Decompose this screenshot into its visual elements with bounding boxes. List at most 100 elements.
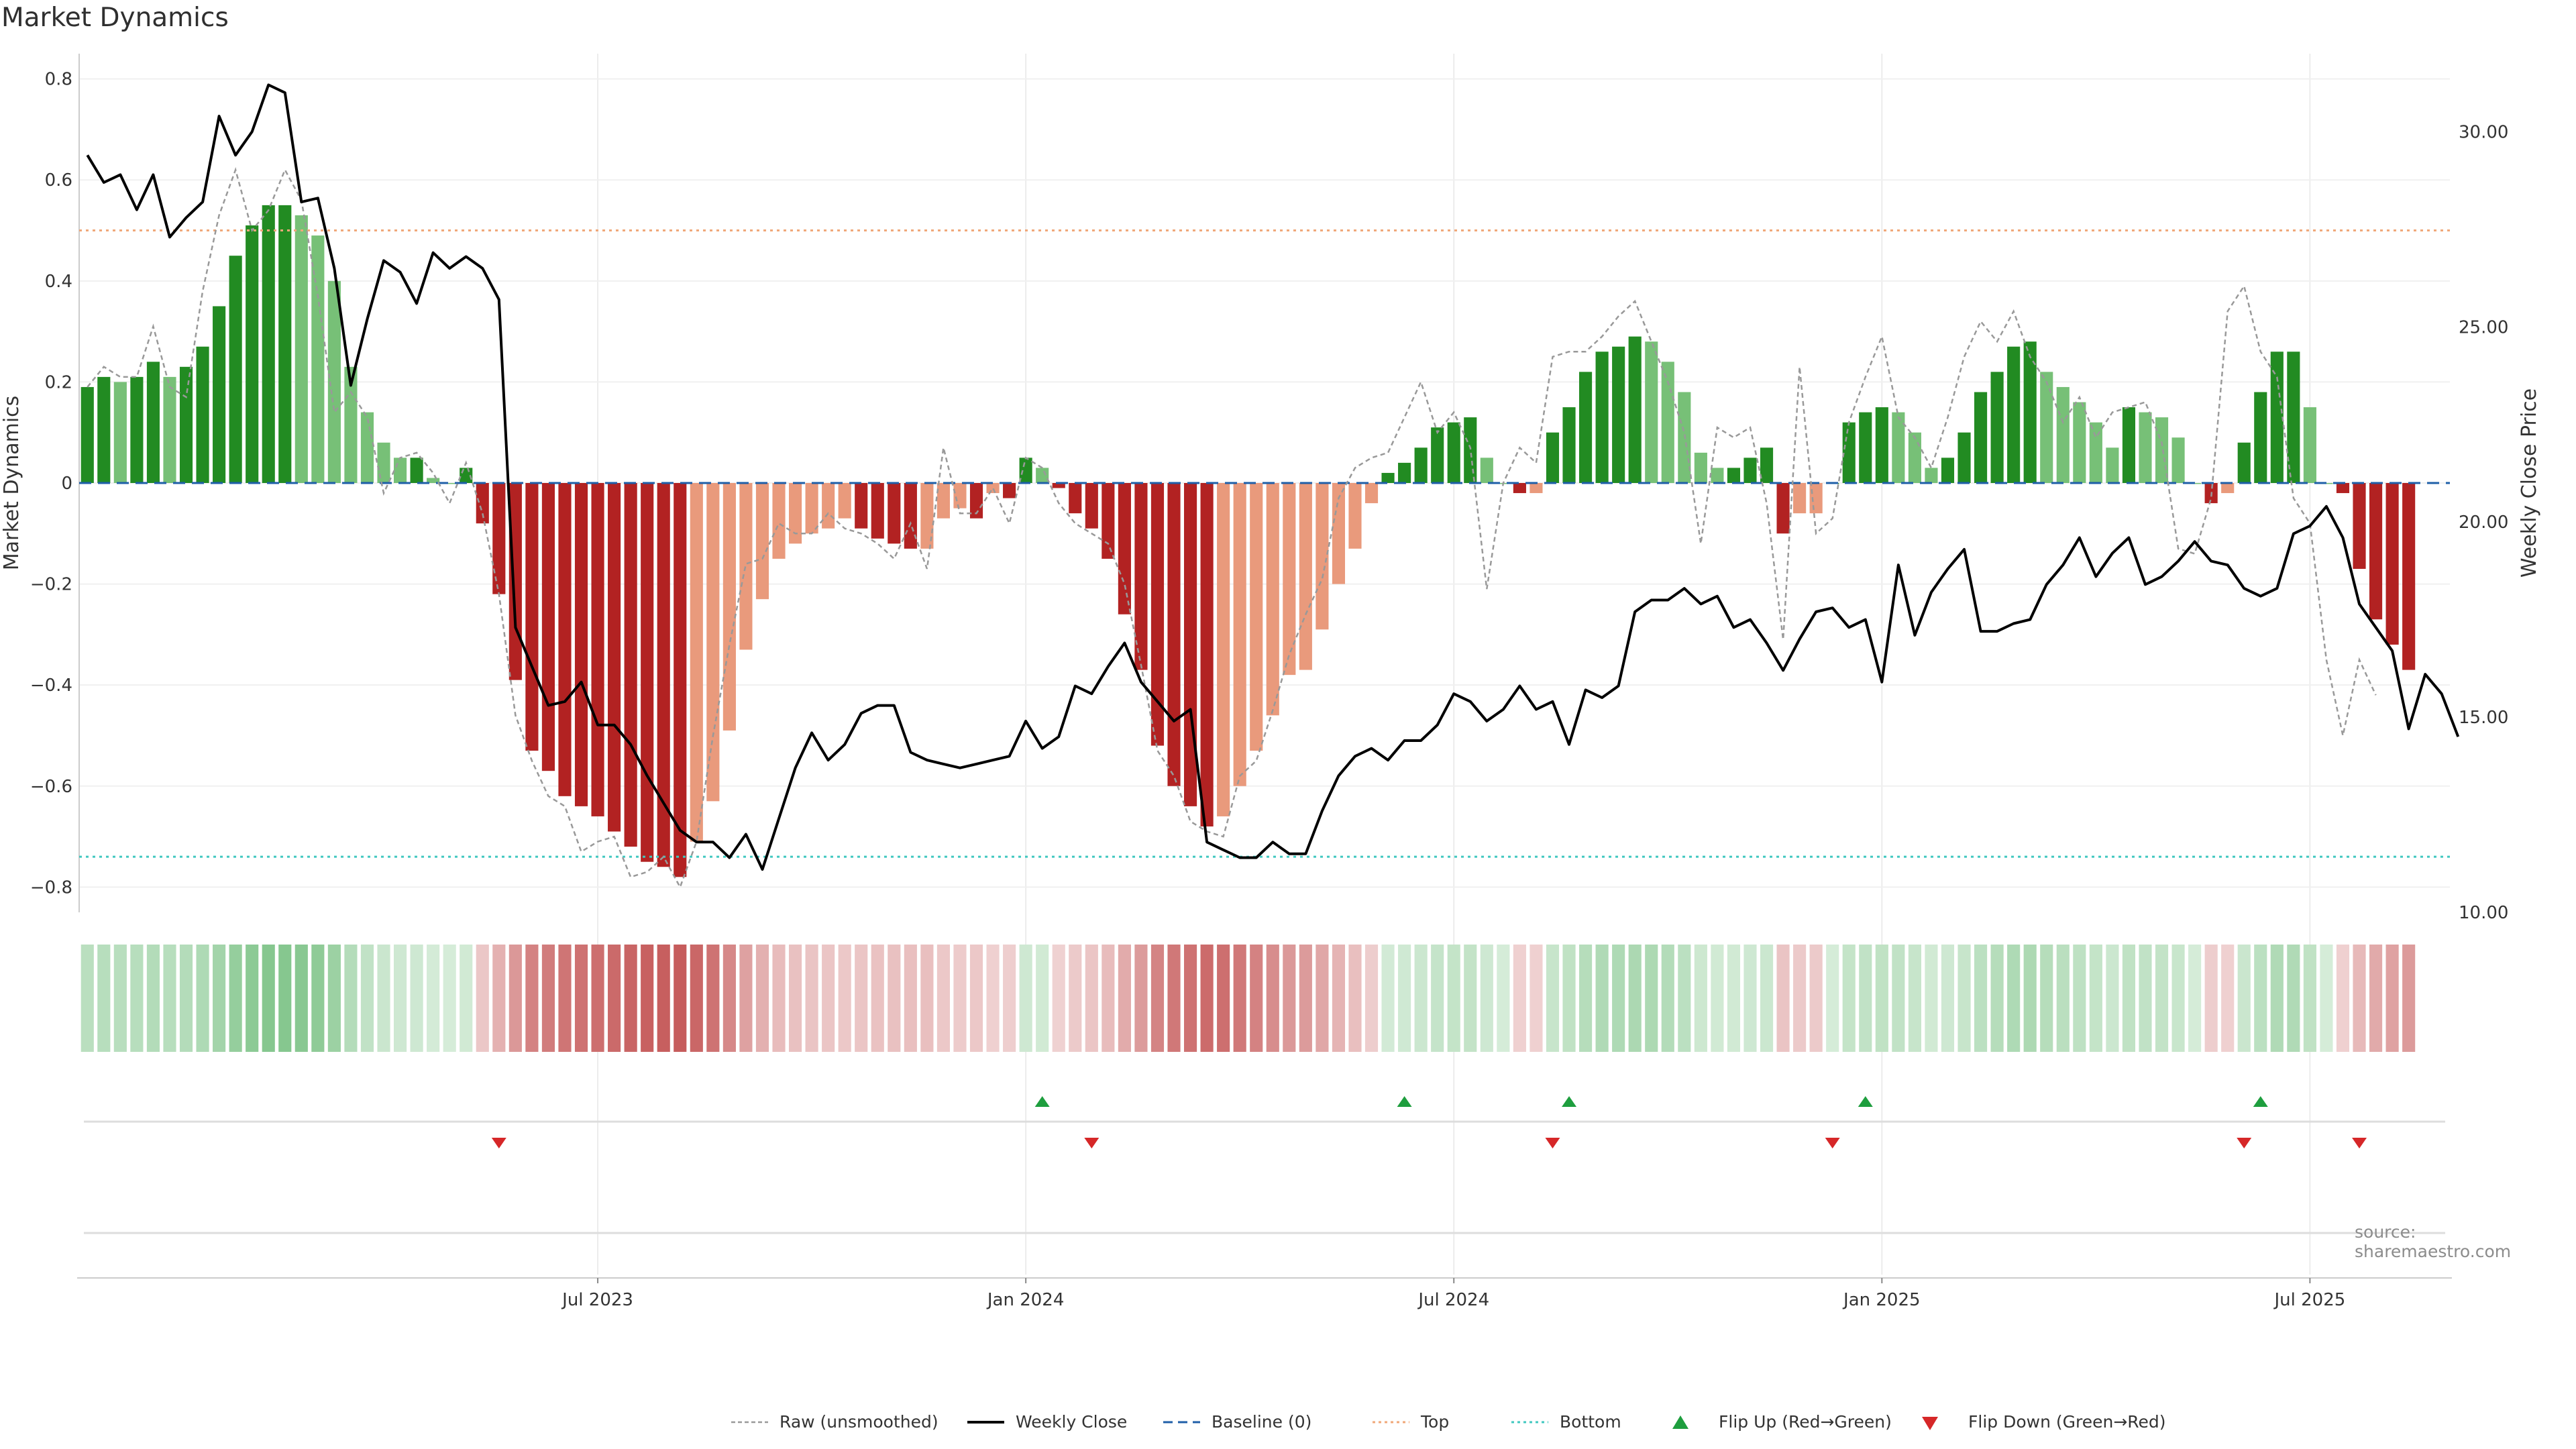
bar [377,442,390,483]
bar [410,458,423,483]
bar [492,483,506,594]
bar [213,306,226,483]
regime-strip-cell [1678,945,1691,1052]
flip-up-marker [2253,1096,2268,1107]
bar [1102,483,1115,559]
regime-strip-cell [2171,945,2185,1052]
regime-strip-cell [1134,945,1148,1052]
regime-strip-cell [2237,945,2251,1052]
bar [1200,483,1214,826]
bar [179,366,193,483]
bar [1776,483,1790,534]
legend-label: Raw (unsmoothed) [780,1412,938,1432]
x-tick-label: Jul 2025 [2273,1290,2345,1310]
bar [920,483,934,549]
regime-strip-cell [1546,945,1560,1052]
regime-strip-cell [1925,945,1938,1052]
bar [1299,483,1312,670]
bar [2221,483,2235,494]
regime-strip-cell [936,945,951,1052]
bar [1332,483,1346,584]
bar [246,225,259,483]
flip-down-marker [1545,1138,1560,1148]
regime-strip-cell [2204,945,2218,1052]
regime-strip-cell [1266,945,1279,1052]
regime-strip-cell [1299,945,1312,1052]
bar [591,483,604,816]
bar [1167,483,1181,786]
regime-strip-cell [1431,945,1444,1052]
regime-strip-cell [360,945,374,1052]
regime-strip-cell [1875,945,1888,1052]
regime-strip-cell [113,945,127,1052]
bar [1150,483,1165,746]
bar [657,483,670,867]
bar [2353,483,2366,569]
regime-strip-cell [443,945,456,1052]
bar [2106,447,2119,483]
bar [1348,483,1362,549]
regime-strip-cell [1859,945,1872,1052]
bar [1266,483,1279,716]
bar [1036,468,1049,483]
regime-strip-cell [1398,945,1411,1052]
regime-strip-cell [2402,945,2416,1052]
regime-strip-cell [1562,945,1576,1052]
regime-strip-cell [1183,945,1197,1052]
regime-strip-cell [1743,945,1757,1052]
regime-strip-cell [2254,945,2267,1052]
regime-strip-cell [788,945,802,1052]
regime-strip-cell [541,945,555,1052]
bar [1052,483,1065,488]
regime-strip-cell [246,945,259,1052]
bar [1019,458,1032,483]
y-tick-label: −0.6 [30,777,72,797]
bar [1464,417,1477,483]
regime-strip-cell [2353,945,2366,1052]
legend-label: Top [1420,1412,1449,1432]
bar [360,412,374,483]
regime-strip-cell [2155,945,2169,1052]
regime-strip-cell [1694,945,1707,1052]
regime-strip-cell [1003,945,1016,1052]
bar [739,483,753,650]
bar [1364,483,1379,504]
x-tick-label: Jul 2024 [1417,1290,1489,1310]
y2-axis-title: Weekly Close Price [2518,388,2541,578]
bar [80,386,94,483]
bar [2336,483,2350,494]
bar [229,256,242,483]
regime-strip-cell [2089,945,2102,1052]
bar [1760,447,1774,483]
bar [2122,407,2136,483]
bar [1941,458,1955,483]
regime-strip-cell [1793,945,1807,1052]
bar [1842,422,1856,483]
regime-strip-cell [805,945,818,1052]
regime-strip-cell [1529,945,1543,1052]
regime-strip-cell [213,945,226,1052]
y-axis-title: Market Dynamics [0,396,23,571]
regime-strip-cell [1364,945,1379,1052]
flip-down-marker [2352,1138,2367,1148]
regime-strip-cell [986,945,1000,1052]
regime-strip-cell [904,945,917,1052]
regime-strip-cell [278,945,292,1052]
bar [1645,341,1658,483]
bar [1727,468,1741,483]
regime-strip-cell [377,945,390,1052]
regime-strip-cell [1283,945,1296,1052]
legend-label: Flip Up (Red→Green) [1719,1412,1892,1432]
bar [772,483,786,559]
regime-strip-cell [1497,945,1510,1052]
regime-strip-cell [2073,945,2086,1052]
bar [2007,346,2021,483]
flip-up-marker [1397,1096,1412,1107]
regime-strip-cell [163,945,176,1052]
regime-strip-cell [624,945,637,1052]
bar [1925,468,1938,483]
legend-label: Flip Down (Green→Red) [1968,1412,2166,1432]
flip-up-marker [1034,1096,1050,1107]
regime-strip-cell [657,945,670,1052]
y2-tick-label: 10.00 [2459,903,2508,923]
